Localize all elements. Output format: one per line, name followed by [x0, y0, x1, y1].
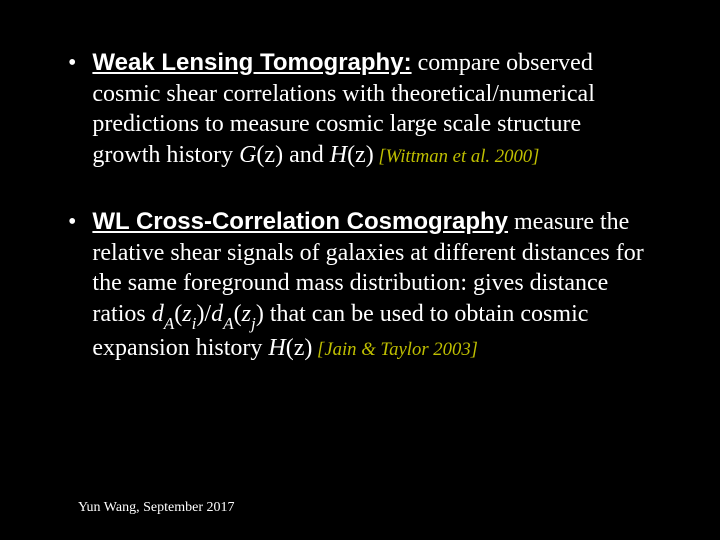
paren-z: (z): [286, 335, 313, 361]
ratio-d: d: [152, 301, 164, 327]
ratio-d: d: [211, 301, 223, 327]
slide-body: • Weak Lensing Tomography: compare obser…: [0, 0, 720, 420]
bullet-item-2: • WL Cross-Correlation Cosmography measu…: [68, 207, 652, 364]
bullet-marker: •: [68, 50, 76, 77]
paren-close-slash: )/: [196, 301, 211, 327]
bullet-heading: Weak Lensing Tomography:: [92, 49, 411, 76]
ratio-z: z: [182, 301, 191, 327]
citation: [Jain & Taylor 2003]: [312, 339, 478, 360]
ratio-sub-j: j: [251, 314, 256, 333]
term-hz: H: [268, 335, 285, 361]
bullet-content-1: Weak Lensing Tomography: compare observe…: [92, 48, 652, 171]
term-gz: G: [239, 142, 256, 168]
ratio-sub-a: A: [164, 314, 175, 333]
term-hz: H: [330, 142, 347, 168]
bullet-item-1: • Weak Lensing Tomography: compare obser…: [68, 48, 652, 171]
ratio-sub-a: A: [223, 314, 234, 333]
footer-text: Yun Wang, September 2017: [78, 500, 234, 516]
citation: [Wittman et al. 2000]: [374, 146, 540, 167]
bullet-heading: WL Cross-Correlation Cosmography: [92, 208, 508, 235]
paren-close: ): [256, 301, 264, 327]
ratio-z: z: [242, 301, 251, 327]
paren-open: (: [234, 301, 242, 327]
paren-z: (z): [347, 142, 374, 168]
and-text: and: [283, 142, 330, 168]
bullet-marker: •: [68, 209, 76, 236]
paren-z: (z): [256, 142, 283, 168]
bullet-content-2: WL Cross-Correlation Cosmography measure…: [92, 207, 652, 364]
ratio-sub-i: i: [192, 314, 197, 333]
